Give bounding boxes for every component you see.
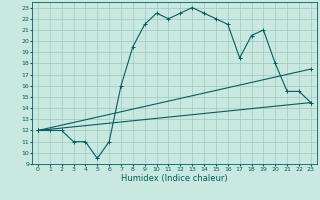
X-axis label: Humidex (Indice chaleur): Humidex (Indice chaleur) <box>121 174 228 183</box>
